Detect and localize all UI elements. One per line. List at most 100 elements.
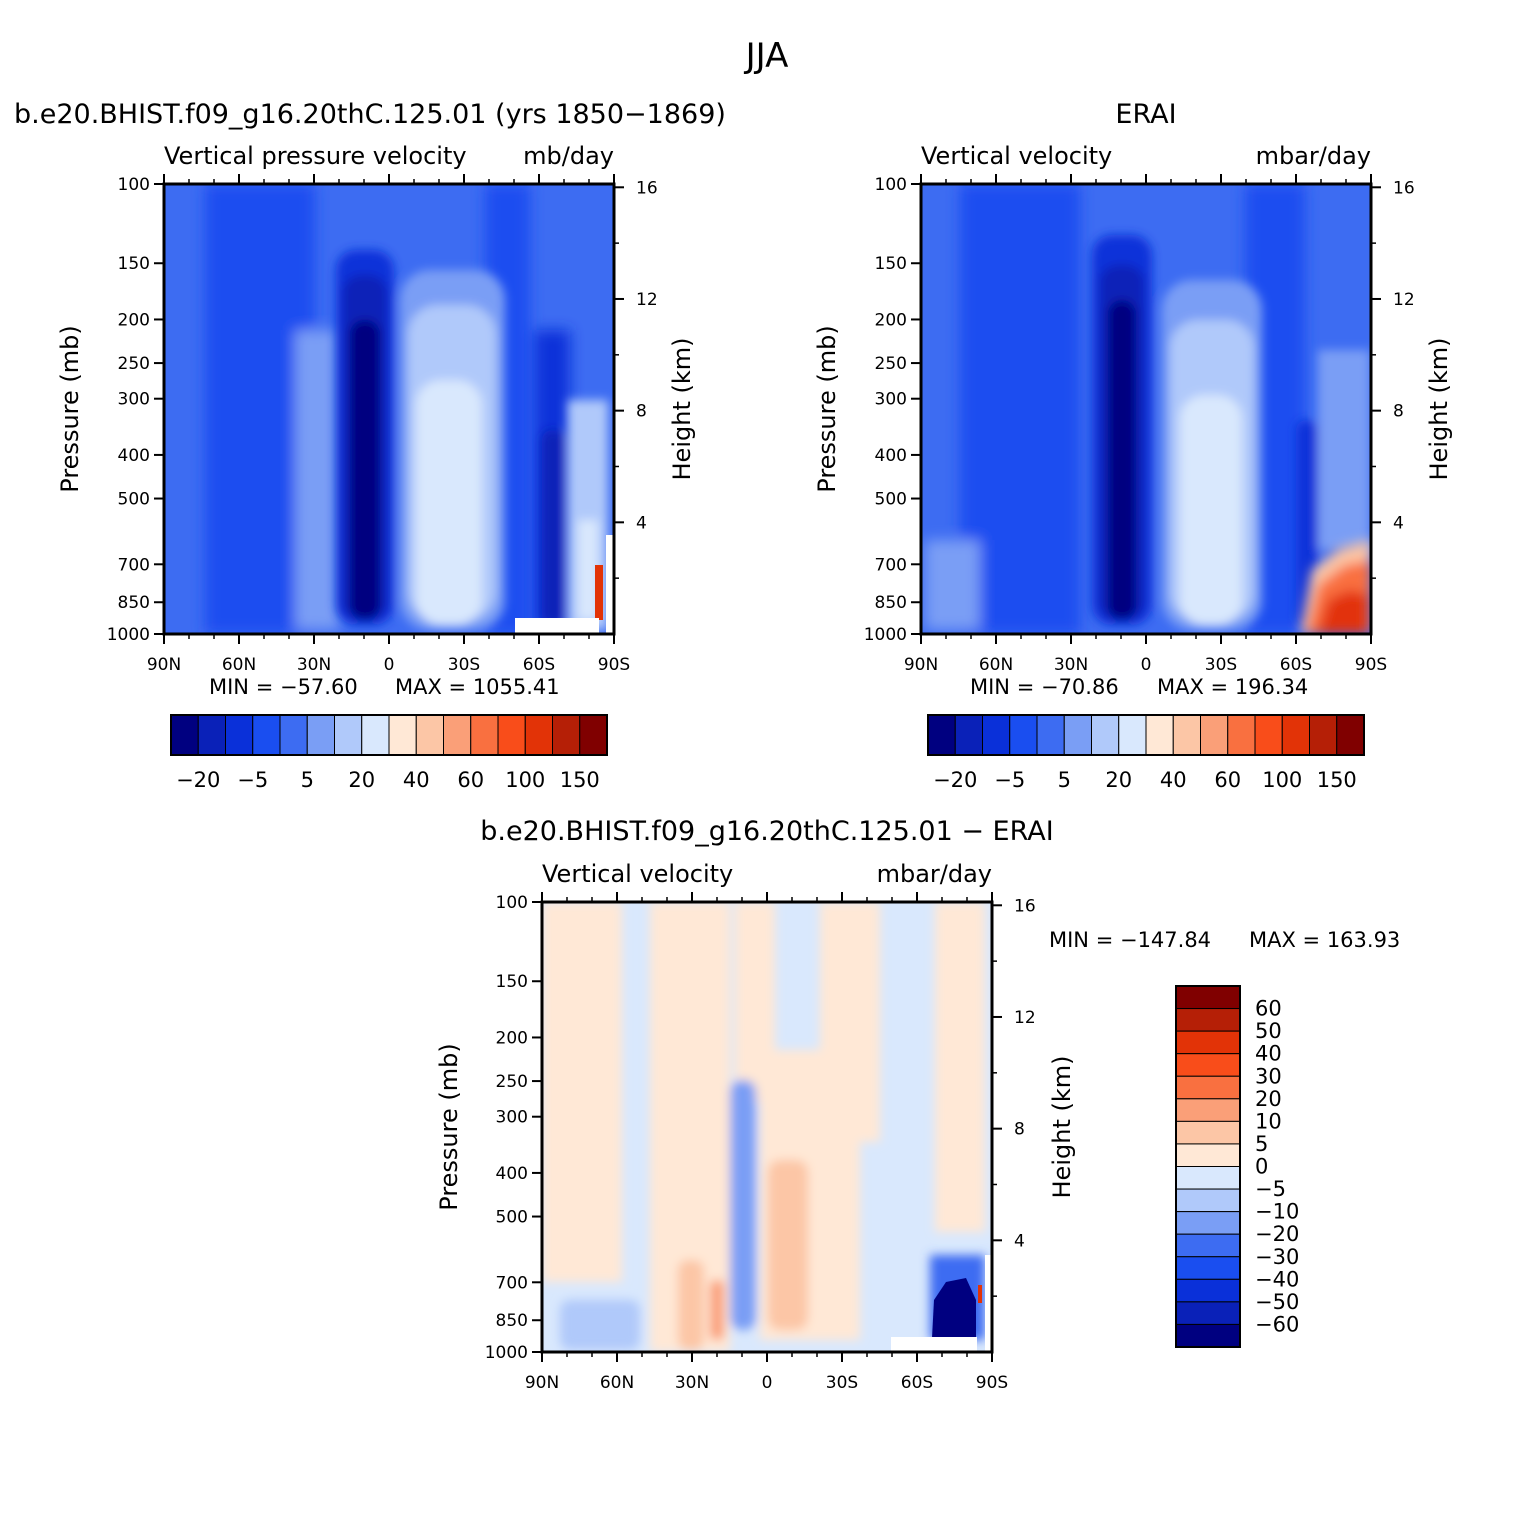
x-tick-label: 0 bbox=[1141, 655, 1152, 675]
y-axis-label: Pressure (mb) bbox=[435, 1043, 463, 1210]
colorbar-box bbox=[1175, 1030, 1241, 1055]
colorbar-label: −20 bbox=[176, 768, 220, 792]
y-tick-label: 500 bbox=[118, 490, 150, 510]
colorbar-label: −20 bbox=[933, 768, 977, 792]
y2-tick-label: 8 bbox=[1393, 402, 1404, 422]
panel-erai-left-subtitle: Vertical velocity bbox=[921, 142, 1112, 170]
colorbar-label: −20 bbox=[1255, 1222, 1299, 1246]
y-tick-label: 850 bbox=[496, 1311, 528, 1331]
colorbar-box bbox=[1309, 714, 1338, 756]
y2-tick-label: 16 bbox=[1393, 178, 1415, 198]
y-tick-label: 850 bbox=[875, 593, 907, 613]
colorbar-box bbox=[1118, 714, 1147, 756]
colorbar-label: 40 bbox=[1255, 1042, 1282, 1066]
colorbar-box bbox=[1145, 714, 1174, 756]
y2-axis-label: Height (km) bbox=[1048, 1056, 1076, 1199]
panel-model-max: MAX = 1055.41 bbox=[395, 675, 560, 699]
y-tick-label: 850 bbox=[118, 593, 150, 613]
y-tick-label: 700 bbox=[875, 555, 907, 575]
field-cool-patch-north bbox=[560, 1300, 640, 1350]
colorbar-label: 20 bbox=[1105, 768, 1132, 792]
x-tick-label: 0 bbox=[762, 1373, 773, 1393]
x-tick-label: 90S bbox=[598, 655, 630, 675]
y-tick-label: 400 bbox=[496, 1164, 528, 1184]
x-tick-label: 30N bbox=[675, 1373, 709, 1393]
colorbar-box bbox=[1175, 1323, 1241, 1348]
colorbar-box bbox=[1227, 714, 1256, 756]
colorbar-label: −5 bbox=[1255, 1177, 1286, 1201]
colorbar-box bbox=[1175, 1256, 1241, 1280]
colorbar-label: 20 bbox=[348, 768, 375, 792]
x-tick-label: 30N bbox=[1054, 655, 1088, 675]
field-missing-data-polar bbox=[985, 1255, 992, 1352]
field-descent-core bbox=[1180, 395, 1242, 625]
colorbar-label: −40 bbox=[1255, 1267, 1299, 1291]
colorbar-box bbox=[1175, 1120, 1241, 1145]
y2-tick-label: 8 bbox=[636, 402, 647, 422]
panel-diff-right-subtitle: mbar/day bbox=[877, 860, 992, 888]
colorbar-box bbox=[1200, 714, 1229, 756]
field-cool-patch-itcz bbox=[730, 1080, 756, 1330]
colorbar-box bbox=[954, 714, 983, 756]
field-polar-red bbox=[978, 1285, 982, 1303]
colorbar-label: 150 bbox=[560, 768, 600, 792]
y-tick-label: 250 bbox=[118, 354, 150, 374]
panel-erai: ERAI Vertical velocity mbar/day bbox=[813, 99, 1453, 792]
colorbar-label: −5 bbox=[994, 768, 1025, 792]
panel-model: b.e20.BHIST.f09_g16.20thC.125.01 (yrs 18… bbox=[14, 99, 726, 792]
colorbar-box bbox=[279, 714, 308, 756]
panel-diff-left-subtitle: Vertical velocity bbox=[542, 860, 733, 888]
y2-tick-label: 4 bbox=[636, 513, 647, 533]
x-tick-label: 60S bbox=[523, 655, 555, 675]
x-tick-label: 90S bbox=[1355, 655, 1387, 675]
y-tick-label: 300 bbox=[118, 390, 150, 410]
panel-erai-field bbox=[921, 184, 1371, 634]
field-polar-deep-cool bbox=[932, 1278, 976, 1338]
colorbar-box bbox=[1175, 1188, 1241, 1213]
colorbar-box bbox=[1175, 1008, 1241, 1032]
figure-title: JJA bbox=[744, 36, 789, 76]
x-tick-label: 90N bbox=[904, 655, 938, 675]
y-tick-label: 700 bbox=[496, 1273, 528, 1293]
field-missing-data bbox=[891, 1337, 977, 1352]
x-tick-label: 30N bbox=[297, 655, 331, 675]
colorbar-box bbox=[927, 714, 956, 756]
colorbar-label: 0 bbox=[1255, 1155, 1268, 1179]
panel-model-colorbar: −20 −5 5 20 40 60 100 150 bbox=[170, 714, 608, 792]
colorbar-box bbox=[334, 714, 363, 756]
colorbar-box bbox=[1175, 1053, 1241, 1077]
y-tick-label: 200 bbox=[875, 310, 907, 330]
y2-tick-label: 4 bbox=[1393, 513, 1404, 533]
colorbar-box bbox=[1036, 714, 1065, 756]
y-axis-label: Pressure (mb) bbox=[813, 325, 841, 492]
y-tick-label: 400 bbox=[118, 446, 150, 466]
colorbar-box bbox=[1175, 1301, 1241, 1325]
colorbar-label: 100 bbox=[1262, 768, 1302, 792]
colorbar-box bbox=[1281, 714, 1310, 756]
colorbar-label: 5 bbox=[1058, 768, 1071, 792]
field-band-pale-north bbox=[925, 540, 980, 630]
x-tick-label: 60S bbox=[1280, 655, 1312, 675]
colorbar-label: 10 bbox=[1255, 1109, 1282, 1133]
y-tick-label: 1000 bbox=[107, 625, 150, 645]
y-tick-label: 100 bbox=[496, 893, 528, 913]
field-polar-pale bbox=[1318, 350, 1370, 550]
colorbar-box bbox=[170, 714, 199, 756]
colorbar-box bbox=[1175, 1075, 1241, 1100]
colorbar-label: 5 bbox=[1255, 1132, 1268, 1156]
y-tick-label: 300 bbox=[496, 1108, 528, 1128]
colorbar-label: −60 bbox=[1255, 1312, 1299, 1336]
colorbar-box bbox=[1254, 714, 1283, 756]
field-missing-data-polar bbox=[606, 535, 614, 634]
field-warm-patch-3 bbox=[710, 1280, 724, 1340]
y2-tick-label: 12 bbox=[1014, 1008, 1036, 1028]
colorbar-box bbox=[524, 714, 553, 756]
y2-tick-label: 8 bbox=[1014, 1120, 1025, 1140]
field-band-pale-tropics bbox=[295, 330, 340, 630]
y-tick-label: 400 bbox=[875, 446, 907, 466]
colorbar-box bbox=[1175, 1278, 1241, 1303]
y-tick-label: 100 bbox=[118, 175, 150, 195]
x-tick-label: 90S bbox=[976, 1373, 1008, 1393]
y2-tick-label: 16 bbox=[1014, 896, 1036, 916]
y-tick-label: 200 bbox=[496, 1028, 528, 1048]
